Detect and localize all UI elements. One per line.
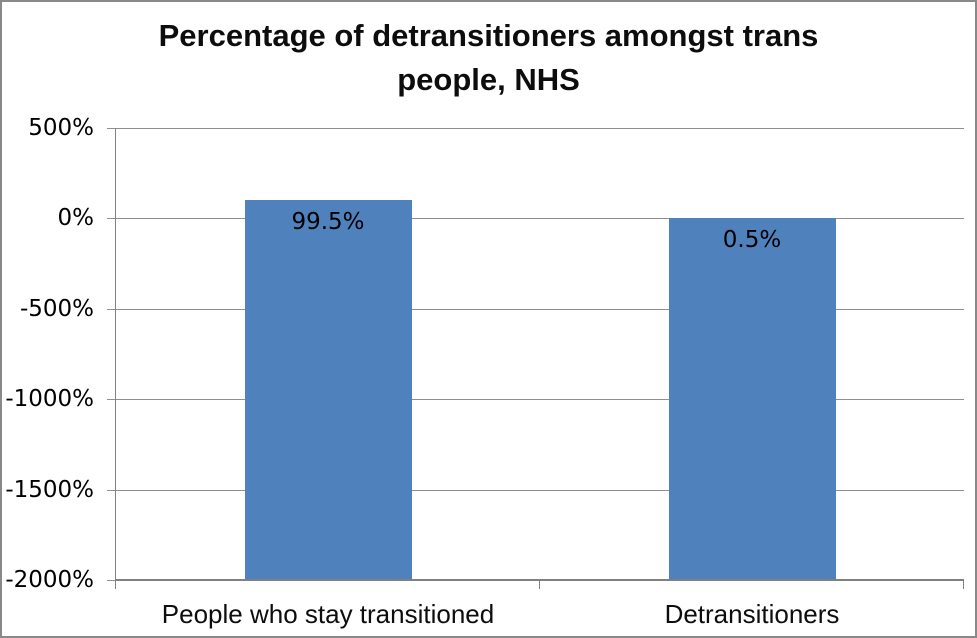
x-axis-line bbox=[116, 579, 964, 581]
bar-value-label: 0.5% bbox=[722, 227, 782, 253]
gridline bbox=[107, 399, 964, 400]
y-axis-tick-label: -2000% bbox=[5, 567, 94, 593]
chart-title-line-2: people, NHS bbox=[397, 62, 580, 97]
x-axis-tick bbox=[963, 580, 964, 589]
bar-value-label: 99.5% bbox=[291, 209, 365, 235]
y-axis-tick-label: -1500% bbox=[5, 477, 94, 503]
bar bbox=[245, 200, 412, 580]
chart-title-line-1: Percentage of detransitioners amongst tr… bbox=[158, 18, 819, 53]
gridline bbox=[107, 218, 964, 219]
gridline bbox=[107, 490, 964, 491]
category-label: People who stay transitioned bbox=[161, 599, 495, 629]
y-axis-tick-label: 0% bbox=[57, 205, 95, 231]
category-label: Detransitioners bbox=[664, 599, 840, 629]
chart-title: Percentage of detransitioners amongst tr… bbox=[2, 14, 975, 102]
y-axis-tick-label: -500% bbox=[19, 296, 94, 322]
y-axis-tick-label: 500% bbox=[28, 115, 94, 141]
gridline bbox=[107, 128, 964, 129]
bar bbox=[669, 218, 836, 580]
y-axis-line bbox=[115, 128, 116, 589]
y-axis-tick-label: -1000% bbox=[5, 386, 94, 412]
x-axis-tick bbox=[539, 580, 540, 589]
gridline bbox=[107, 309, 964, 310]
